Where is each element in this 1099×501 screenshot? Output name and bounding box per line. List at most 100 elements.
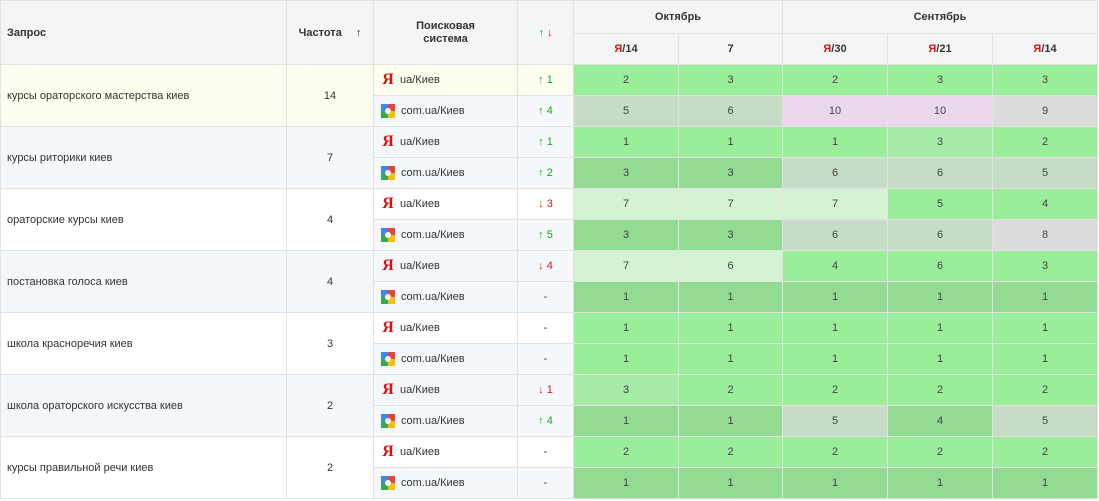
position-change-cell: ↑ 4 <box>517 95 574 127</box>
yandex-icon: Я <box>382 319 394 336</box>
position-change-value: 2 <box>546 167 553 179</box>
position-cell: 5 <box>782 405 888 437</box>
frequency-cell: 4 <box>286 188 374 251</box>
position-change-cell: ↓ 3 <box>517 188 574 220</box>
position-cell: 6 <box>678 250 783 282</box>
position-change-cell: ↑ 2 <box>517 157 574 189</box>
position-cell: 1 <box>678 126 783 158</box>
engine-cell[interactable]: com.ua/Киев <box>373 95 518 127</box>
query-cell[interactable]: школа красноречия киев <box>0 312 287 375</box>
engine-label: com.ua/Киев <box>401 105 465 117</box>
google-icon <box>381 414 395 428</box>
query-cell[interactable]: курсы риторики киев <box>0 126 287 189</box>
column-header-frequency[interactable]: Частота ↑ <box>286 0 374 65</box>
position-change-cell: ↑ 5 <box>517 219 574 251</box>
date-column-header[interactable]: Я/21 <box>887 33 993 65</box>
engine-cell[interactable]: com.ua/Киев <box>373 219 518 251</box>
engine-cell[interactable]: com.ua/Киев <box>373 343 518 375</box>
position-cell: 4 <box>991 188 1099 220</box>
engine-label: ua/Киев <box>400 384 440 396</box>
position-cell: 1 <box>678 281 783 313</box>
position-change-value: 4 <box>546 415 553 427</box>
position-cell: 1 <box>678 343 783 375</box>
column-header-query-label: Запрос <box>7 26 47 39</box>
date-column-label: /14 <box>1041 43 1057 55</box>
query-cell[interactable]: курсы ораторского мастерства киев <box>0 64 287 127</box>
month-label-october: Октябрь <box>654 11 702 23</box>
position-cell: 2 <box>991 436 1099 468</box>
position-cell: 6 <box>782 157 888 189</box>
engine-label: ua/Киев <box>400 322 440 334</box>
position-cell: 10 <box>887 95 993 127</box>
engine-label: ua/Киев <box>400 260 440 272</box>
engine-cell[interactable]: com.ua/Киев <box>373 157 518 189</box>
engine-label: com.ua/Киев <box>401 167 465 179</box>
engine-cell[interactable]: com.ua/Киев <box>373 281 518 313</box>
position-change-cell: - <box>517 467 574 499</box>
column-header-change[interactable]: ↑ ↓ <box>517 0 574 65</box>
position-cell: 1 <box>782 126 888 158</box>
position-change-value: - <box>543 446 548 458</box>
position-cell: 1 <box>991 281 1099 313</box>
position-cell: 2 <box>887 374 993 406</box>
position-cell: 1 <box>782 281 888 313</box>
position-cell: 2 <box>573 436 679 468</box>
date-column-label: /30 <box>831 43 847 55</box>
position-cell: 1 <box>573 467 679 499</box>
position-cell: 3 <box>678 157 783 189</box>
column-header-engine[interactable]: Поисковая система <box>373 0 518 65</box>
date-column-header[interactable]: Я/14 <box>991 33 1099 65</box>
yandex-update-icon: Я <box>823 43 832 55</box>
yandex-icon: Я <box>382 133 394 150</box>
google-icon <box>381 476 395 490</box>
sort-ascending-icon[interactable]: ↑ <box>355 26 362 39</box>
position-cell: 2 <box>678 436 783 468</box>
position-change-cell: - <box>517 343 574 375</box>
engine-cell[interactable]: com.ua/Киев <box>373 405 518 437</box>
position-change-value: 4 <box>546 105 553 117</box>
position-cell: 4 <box>887 405 993 437</box>
query-cell[interactable]: школа ораторского искусства киев <box>0 374 287 437</box>
date-column-header[interactable]: 7 <box>678 33 783 65</box>
column-header-query[interactable]: Запрос <box>0 0 287 65</box>
position-cell: 7 <box>678 188 783 220</box>
position-cell: 1 <box>678 312 783 344</box>
date-column-header[interactable]: Я/14 <box>573 33 679 65</box>
position-cell: 1 <box>573 312 679 344</box>
position-cell: 2 <box>991 126 1099 158</box>
arrow-down-icon: ↓ <box>538 384 544 396</box>
query-cell[interactable]: ораторские курсы киев <box>0 188 287 251</box>
frequency-cell: 7 <box>286 126 374 189</box>
position-cell: 3 <box>678 219 783 251</box>
frequency-cell: 4 <box>286 250 374 313</box>
yandex-icon: Я <box>382 195 394 212</box>
position-cell: 5 <box>887 188 993 220</box>
position-change-value: 1 <box>546 384 553 396</box>
date-column-header[interactable]: Я/30 <box>782 33 888 65</box>
yandex-icon: Я <box>382 443 394 460</box>
position-change-cell: ↑ 1 <box>517 64 574 96</box>
position-cell: 1 <box>887 312 993 344</box>
arrow-down-icon: ↓ <box>538 198 544 210</box>
position-cell: 10 <box>782 95 888 127</box>
position-cell: 7 <box>573 250 679 282</box>
yandex-icon: Я <box>382 257 394 274</box>
query-cell[interactable]: постановка голоса киев <box>0 250 287 313</box>
position-cell: 3 <box>887 64 993 96</box>
engine-label: ua/Киев <box>400 136 440 148</box>
position-cell: 3 <box>991 250 1099 282</box>
yandex-update-icon: Я <box>614 43 623 55</box>
engine-cell[interactable]: com.ua/Киев <box>373 467 518 499</box>
position-change-cell: ↑ 4 <box>517 405 574 437</box>
query-cell[interactable]: курсы правильной речи киев <box>0 436 287 499</box>
